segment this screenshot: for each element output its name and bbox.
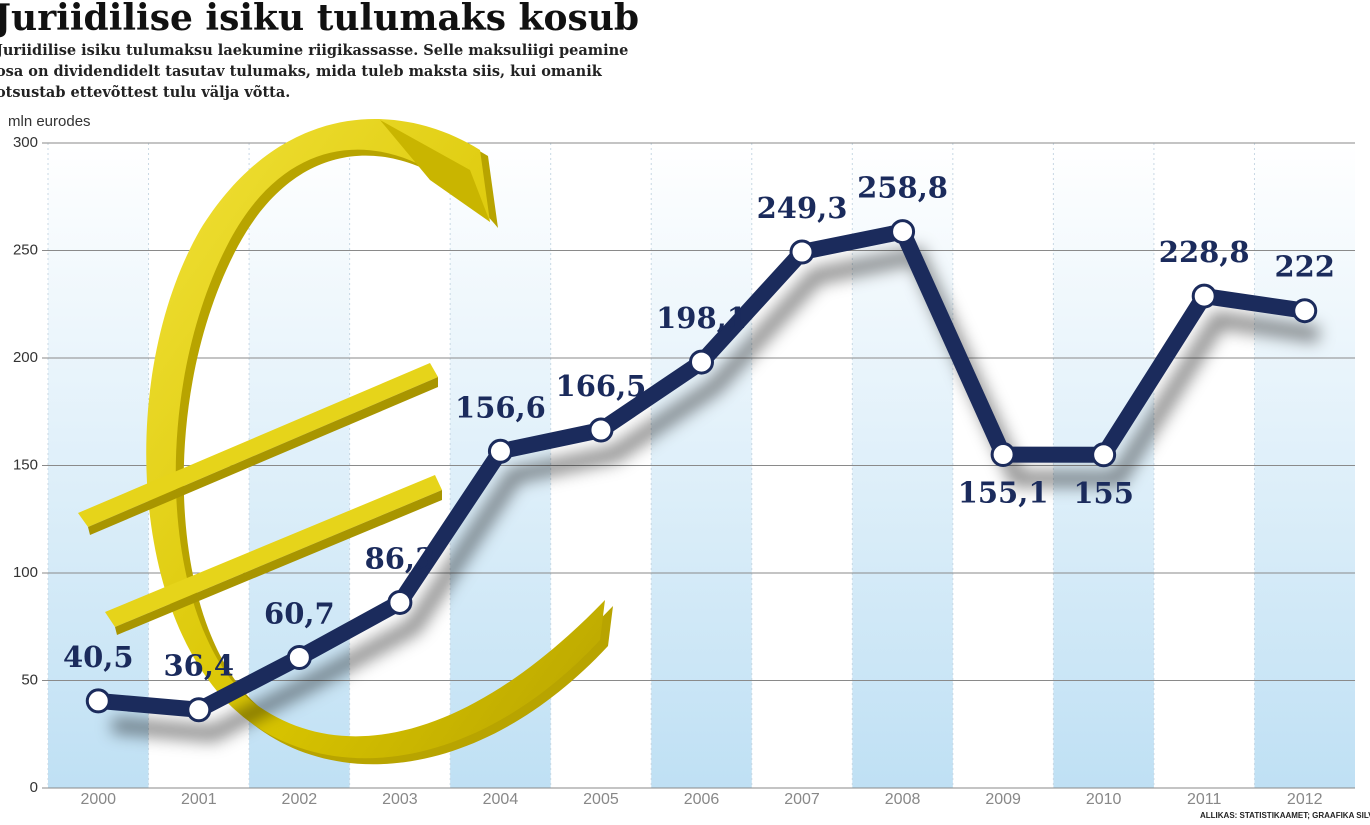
y-tick-label: 300 — [13, 134, 38, 151]
x-tick-label: 2000 — [80, 791, 116, 808]
point — [890, 219, 916, 245]
plot: 40,5 36,4 60,7 86,3 156,6 166,5 198,1 249,3 258,… — [63, 171, 1335, 742]
y-tick-label: 200 — [13, 349, 38, 366]
x-tick-label: 2009 — [985, 791, 1021, 808]
value-label: 40,5 — [63, 640, 134, 674]
x-tick-label: 2007 — [784, 791, 820, 808]
point — [789, 239, 815, 265]
value-label: 258,8 — [857, 171, 948, 205]
point — [487, 438, 513, 464]
euro-tip — [380, 120, 490, 222]
x-tick-label: 2010 — [1086, 791, 1122, 808]
point — [85, 688, 111, 714]
y-tick-label: 100 — [13, 564, 38, 581]
y-axis-label: mln eurodes — [8, 113, 91, 130]
chart-title: Juriidilise isiku tulumaks kosub — [0, 0, 639, 39]
point — [1191, 283, 1217, 309]
point — [689, 349, 714, 375]
point — [186, 697, 212, 723]
point — [286, 644, 312, 670]
value-label: 155 — [1073, 476, 1134, 510]
value-label: 155,1 — [958, 476, 1049, 510]
point — [990, 442, 1016, 468]
value-label: 228,8 — [1159, 235, 1250, 269]
point — [1292, 298, 1318, 324]
euro-bar-edge — [115, 490, 442, 635]
source: ALLIKAS: STATISTIKAAMET; GRAAFIKA SILVER… — [1200, 811, 1370, 820]
x-tick-label: 2011 — [1187, 791, 1222, 808]
x-tick-label: 2006 — [684, 791, 720, 808]
x-tick-label: 2001 — [181, 791, 217, 808]
euro-bar — [78, 363, 438, 527]
subtitle: Juriidilise isiku tulumaksu laekumine ri… — [0, 42, 629, 101]
x-tick-label: 2003 — [382, 791, 418, 808]
line-shadow — [111, 246, 1320, 742]
x-tick-label: 2002 — [282, 791, 318, 808]
point — [387, 589, 413, 615]
y-tick-label: 0 — [30, 779, 38, 796]
euro-bar-edge — [88, 377, 438, 535]
euro-bar — [105, 475, 442, 627]
point — [588, 417, 614, 443]
value-label: 166,5 — [556, 369, 647, 403]
x-tick-label: 2004 — [483, 791, 519, 808]
value-label: 249,3 — [757, 191, 848, 225]
value-label: 198,1 — [656, 301, 747, 335]
value-label: 222 — [1274, 250, 1335, 284]
subtitle-box: Juriidilise isiku tulumaksu laekumine ri… — [0, 42, 629, 101]
value-label: 60,7 — [264, 596, 335, 630]
y-tick-label: 250 — [13, 241, 38, 258]
x-tick-label: 2008 — [885, 791, 921, 808]
point — [1091, 442, 1117, 468]
euro-symbol — [78, 119, 613, 765]
x-tick-label: 2005 — [583, 791, 619, 808]
value-label: 36,4 — [163, 649, 234, 683]
y-tick-label: 150 — [13, 456, 38, 473]
value-label: 156,6 — [455, 390, 546, 424]
y-tick-label: 50 — [21, 671, 38, 688]
value-label: 86,3 — [365, 541, 436, 575]
x-tick-label: 2012 — [1287, 791, 1323, 808]
